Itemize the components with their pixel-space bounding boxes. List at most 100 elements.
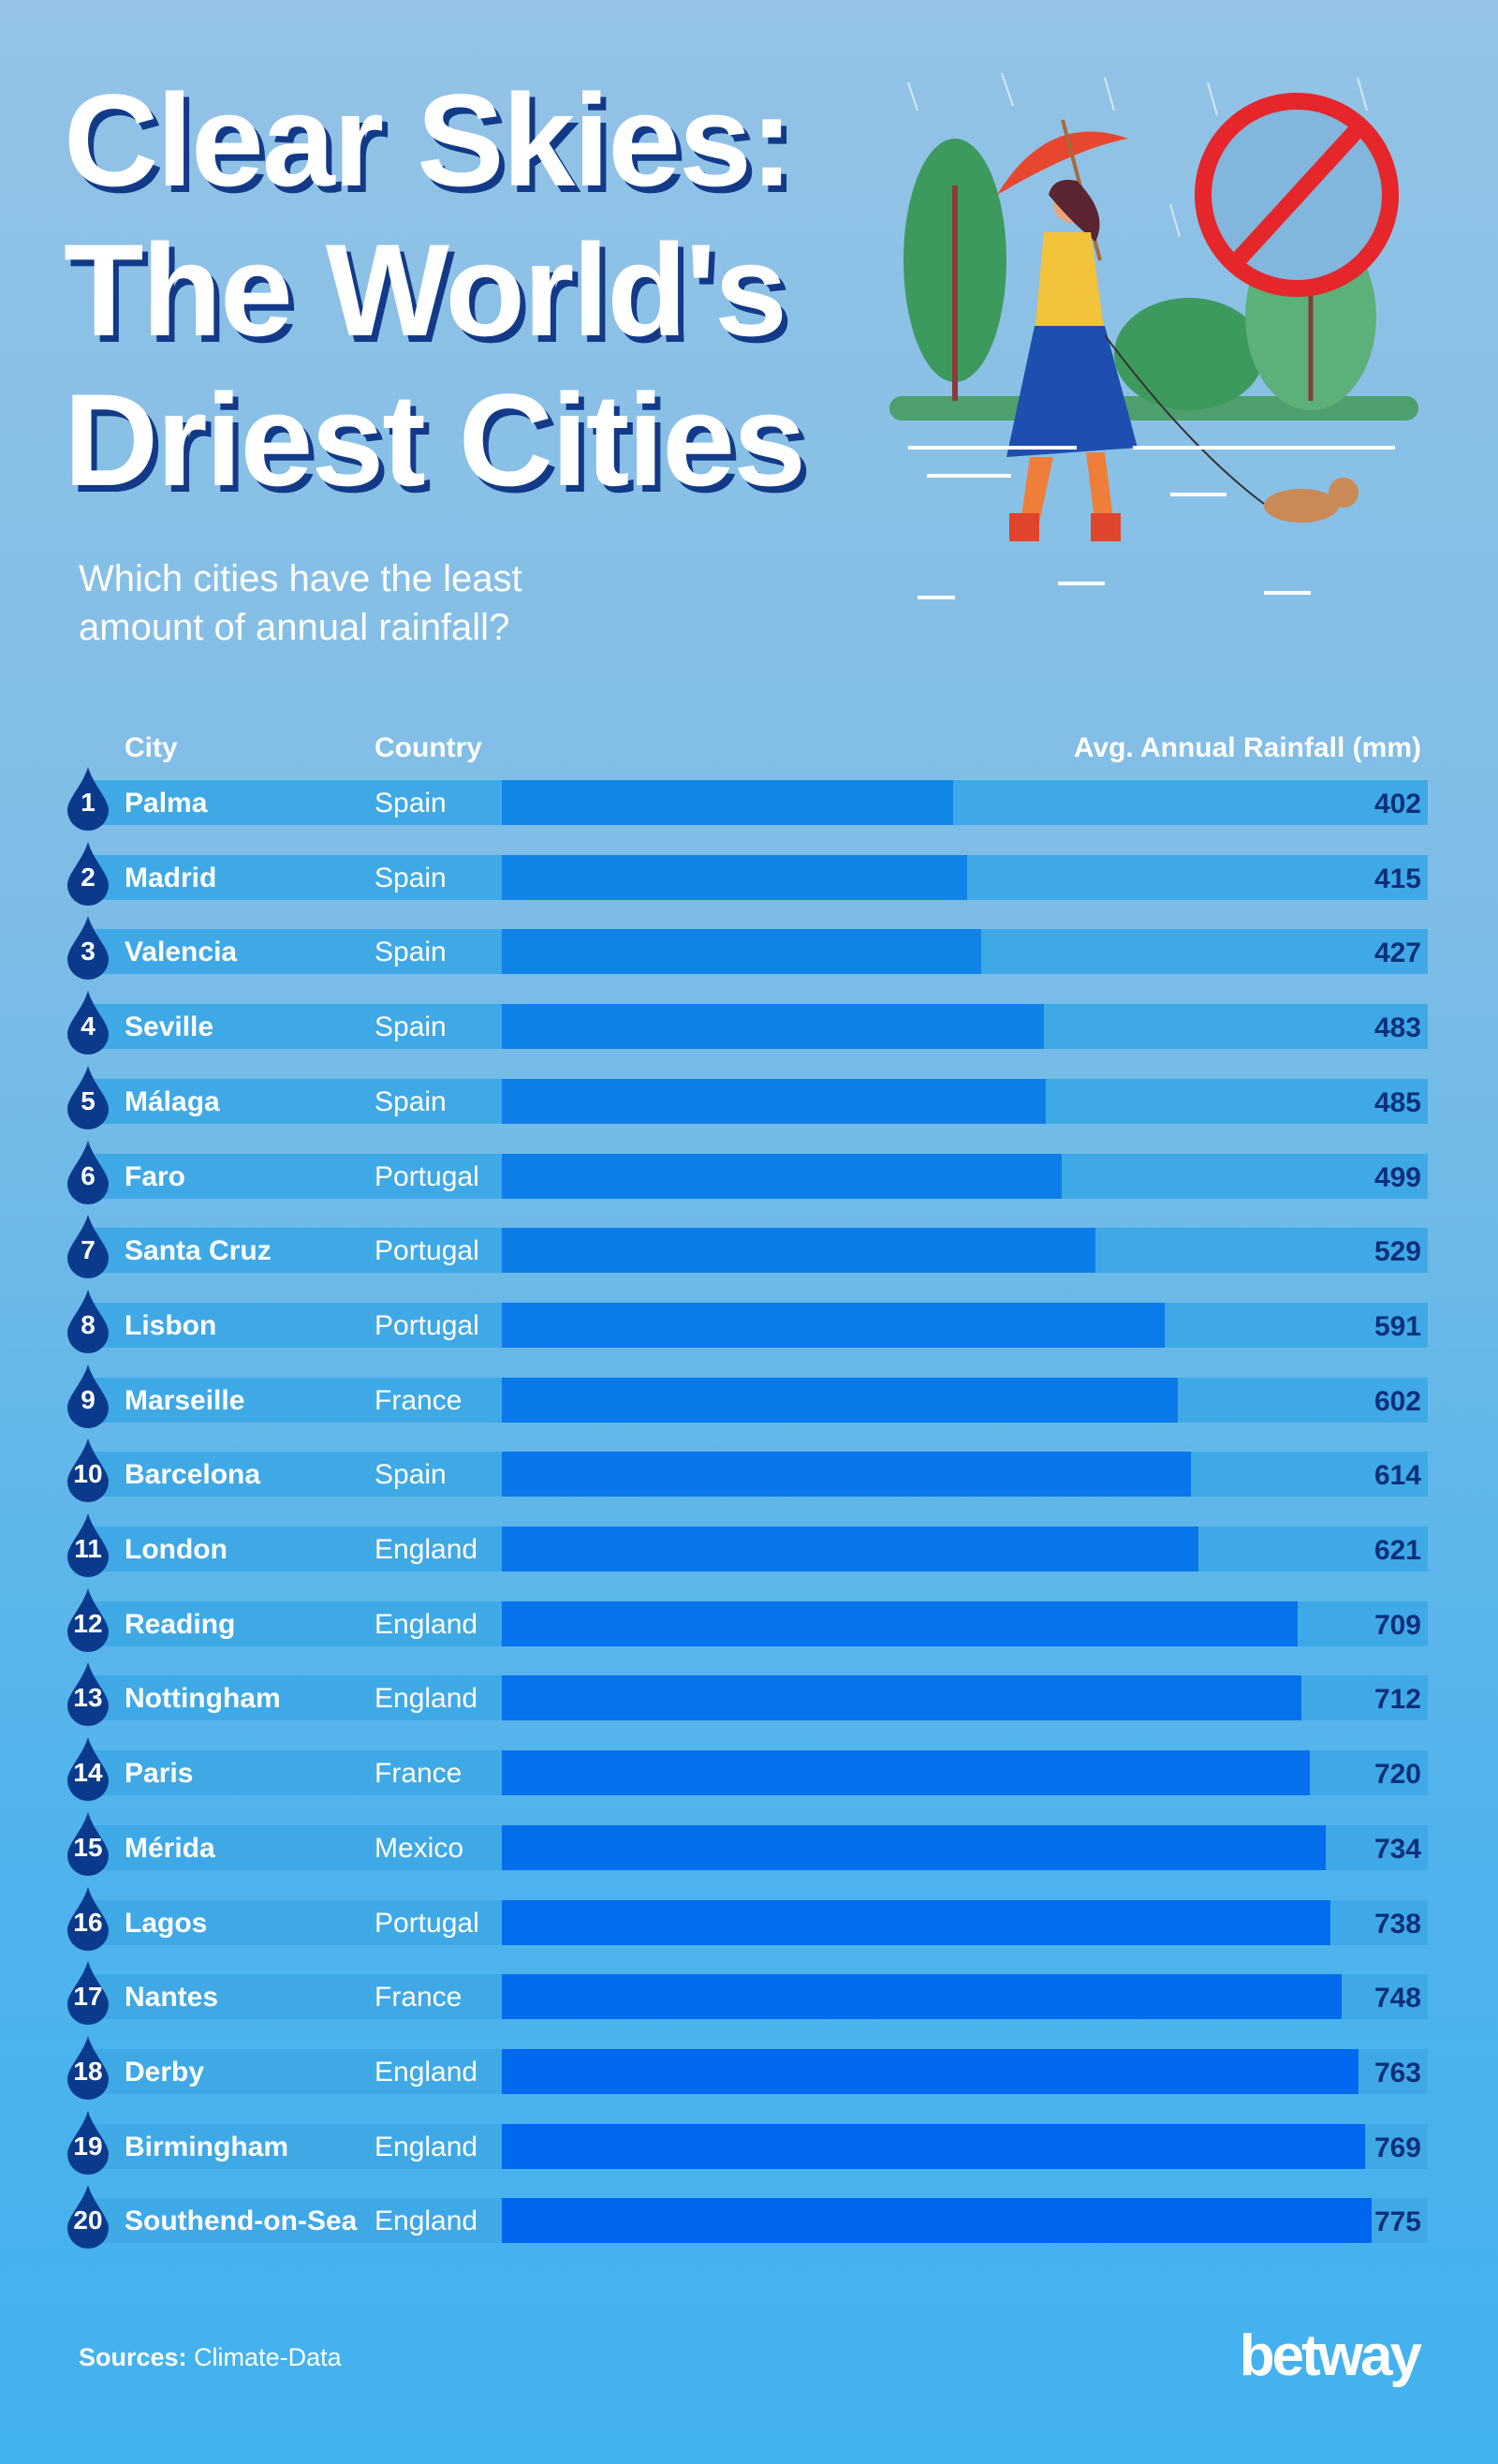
rainfall-value: 402 bbox=[1373, 789, 1421, 819]
rainfall-bar bbox=[502, 1228, 1096, 1274]
table-row: 5 Málaga Spain 485 bbox=[0, 1065, 1498, 1129]
city-name: London bbox=[125, 1534, 228, 1565]
rank-number: 10 bbox=[73, 1459, 103, 1489]
water-drop-icon: 16 bbox=[66, 1886, 110, 1951]
rank-number: 7 bbox=[81, 1235, 95, 1265]
country-name: England bbox=[374, 2056, 478, 2088]
water-drop-icon: 15 bbox=[66, 1811, 110, 1876]
title-line: Clear Skies: bbox=[64, 66, 794, 214]
water-drop-icon: 12 bbox=[66, 1587, 110, 1652]
rainfall-value: 483 bbox=[1373, 1012, 1421, 1044]
rank-number: 16 bbox=[73, 1907, 103, 1937]
rainfall-bar bbox=[502, 1601, 1298, 1646]
city-name: Valencia bbox=[125, 937, 238, 968]
rank-number: 14 bbox=[73, 1758, 103, 1788]
water-drop-icon: 4 bbox=[66, 991, 110, 1055]
table-row: 19 Birmingham England 769 bbox=[0, 2110, 1498, 2175]
rank-number: 5 bbox=[81, 1085, 95, 1115]
rainfall-bar bbox=[502, 780, 953, 825]
country-name: Portugal bbox=[374, 1907, 479, 1939]
sources: Sources: Climate-Data bbox=[79, 2343, 342, 2372]
rainfall-value: 415 bbox=[1373, 863, 1421, 894]
sources-label: Sources: bbox=[79, 2343, 187, 2371]
city-name: Birmingham bbox=[125, 2131, 289, 2162]
water-drop-icon: 8 bbox=[66, 1289, 110, 1353]
rank-number: 20 bbox=[73, 2206, 103, 2235]
city-name: Lisbon bbox=[125, 1309, 217, 1341]
page-title: Clear Skies: The World's Driest Cities bbox=[64, 66, 806, 515]
water-drop-icon: 18 bbox=[66, 2035, 110, 2100]
rainfall-value: 738 bbox=[1373, 1908, 1421, 1940]
city-name: Lagos bbox=[125, 1907, 208, 1939]
rank-number: 8 bbox=[81, 1309, 95, 1339]
country-name: Spain bbox=[374, 937, 447, 968]
water-drop-icon: 1 bbox=[66, 767, 110, 831]
city-name: Mérida bbox=[125, 1832, 215, 1864]
city-name: Palma bbox=[125, 788, 208, 819]
table-row: 18 Derby England 763 bbox=[0, 2035, 1498, 2100]
rainfall-bar bbox=[502, 1899, 1330, 1945]
city-name: Seville bbox=[125, 1011, 214, 1043]
rainfall-value: 734 bbox=[1373, 1833, 1421, 1865]
country-name: Spain bbox=[374, 1459, 447, 1491]
subtitle-line: Which cities have the least bbox=[79, 558, 522, 599]
table-row: 13 Nottingham England 712 bbox=[0, 1662, 1498, 1727]
rank-number: 4 bbox=[81, 1011, 95, 1041]
rainfall-value: 769 bbox=[1373, 2132, 1421, 2163]
rainfall-value: 591 bbox=[1373, 1310, 1421, 1342]
header-country: Country bbox=[374, 732, 482, 763]
rank-number: 15 bbox=[73, 1832, 103, 1862]
water-drop-icon: 13 bbox=[66, 1662, 110, 1727]
rank-number: 11 bbox=[74, 1534, 102, 1563]
betway-logo: betway bbox=[1239, 2324, 1422, 2388]
rank-number: 17 bbox=[73, 1982, 103, 2012]
table-row: 14 Paris France 720 bbox=[0, 1737, 1498, 1802]
city-name: Southend-on-Sea bbox=[125, 2206, 358, 2237]
country-name: France bbox=[374, 1384, 463, 1416]
water-drop-icon: 14 bbox=[66, 1737, 110, 1802]
rainfall-value: 602 bbox=[1373, 1385, 1421, 1417]
table-row: 10 Barcelona Spain 614 bbox=[0, 1439, 1498, 1503]
rank-number: 2 bbox=[81, 862, 95, 892]
city-name: Madrid bbox=[125, 862, 217, 893]
woman-umbrella-rain-illustration bbox=[889, 73, 1418, 599]
table-row: 6 Faro Portugal 499 bbox=[0, 1140, 1498, 1204]
rainfall-value: 720 bbox=[1373, 1759, 1421, 1791]
rainfall-bar bbox=[502, 2198, 1373, 2244]
rainfall-bar bbox=[502, 1675, 1301, 1721]
rainfall-bar bbox=[502, 2048, 1358, 2094]
rainfall-value: 485 bbox=[1373, 1086, 1421, 1118]
rainfall-value: 709 bbox=[1373, 1609, 1421, 1641]
rainfall-bar bbox=[502, 1527, 1199, 1571]
table-row: 15 Mérida Mexico 734 bbox=[0, 1811, 1498, 1876]
water-drop-icon: 2 bbox=[66, 841, 110, 906]
rainfall-value: 499 bbox=[1373, 1161, 1421, 1193]
water-drop-icon: 3 bbox=[66, 916, 110, 981]
water-drop-icon: 19 bbox=[66, 2110, 110, 2175]
table-row: 8 Lisbon Portugal 591 bbox=[0, 1289, 1498, 1353]
table-row: 11 London England 621 bbox=[0, 1513, 1498, 1577]
rainfall-value: 775 bbox=[1373, 2206, 1421, 2238]
rank-number: 9 bbox=[81, 1384, 95, 1414]
rainfall-value: 427 bbox=[1373, 937, 1421, 969]
water-drop-icon: 10 bbox=[66, 1439, 110, 1503]
country-name: France bbox=[374, 1982, 463, 2014]
rainfall-bar bbox=[502, 854, 968, 900]
city-name: Nantes bbox=[125, 1982, 219, 2014]
rainfall-bar bbox=[502, 1153, 1063, 1199]
sources-value: Climate-Data bbox=[194, 2343, 342, 2371]
water-drop-icon: 5 bbox=[66, 1065, 110, 1129]
rainfall-value: 763 bbox=[1373, 2057, 1421, 2088]
country-name: England bbox=[374, 2206, 478, 2237]
country-name: Spain bbox=[374, 788, 447, 819]
title-line: The World's bbox=[64, 216, 787, 363]
subtitle: Which cities have the least amount of an… bbox=[79, 554, 522, 652]
country-name: France bbox=[374, 1758, 463, 1790]
subtitle-line: amount of annual rainfall? bbox=[79, 607, 510, 648]
water-drop-icon: 17 bbox=[66, 1961, 110, 2026]
rainfall-value: 529 bbox=[1373, 1236, 1421, 1268]
city-name: Reading bbox=[125, 1608, 236, 1640]
city-name: Paris bbox=[125, 1758, 194, 1790]
rainfall-bar bbox=[502, 1750, 1311, 1796]
table-row: 4 Seville Spain 483 bbox=[0, 991, 1498, 1055]
